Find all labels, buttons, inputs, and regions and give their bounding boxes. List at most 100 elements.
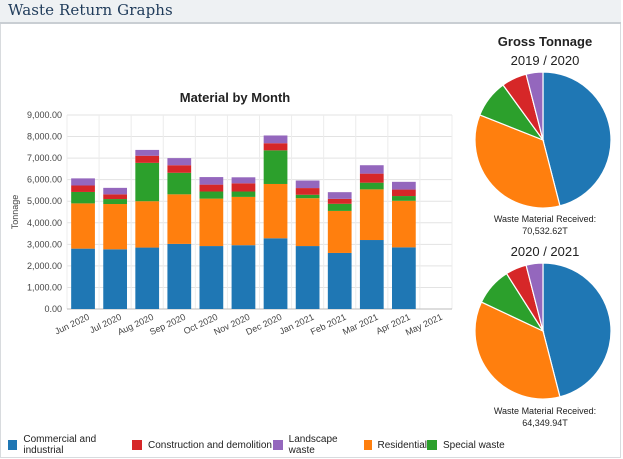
gross-tonnage-title: Gross Tonnage: [497, 34, 593, 49]
bar-segment[interactable]: [359, 189, 384, 241]
x-tick-label: Sep 2020: [148, 312, 187, 337]
pie-slice[interactable]: [474, 114, 561, 209]
pie-slice[interactable]: [474, 301, 561, 400]
legend-swatch: [364, 440, 372, 450]
bar-segment[interactable]: [231, 191, 256, 197]
y-tick-label: 7,000.00: [27, 153, 62, 163]
legend-label: Special waste: [443, 439, 505, 451]
bar-segment[interactable]: [327, 210, 352, 253]
bar-segment[interactable]: [71, 178, 95, 186]
bar-segment[interactable]: [327, 252, 352, 309]
pie-slice[interactable]: [525, 262, 544, 332]
y-axis-label: Tonnage: [10, 195, 20, 230]
bar-segment[interactable]: [103, 204, 127, 250]
legend-item-commercial[interactable]: Commercial and industrial: [8, 434, 132, 456]
bar-segment[interactable]: [103, 249, 127, 309]
y-tick-label: 3,000.00: [27, 239, 62, 249]
legend-swatch: [427, 440, 437, 450]
bar-segment[interactable]: [327, 192, 352, 199]
pie-2-title: 2020 / 2021: [510, 244, 580, 259]
bar-segment[interactable]: [295, 194, 320, 199]
bar-chart-title: Material by Month: [179, 90, 291, 105]
bar-segment[interactable]: [103, 187, 127, 195]
bar-segment[interactable]: [167, 158, 192, 166]
bar-segment[interactable]: [392, 181, 416, 190]
bar-segment[interactable]: [71, 185, 95, 192]
bar-segment[interactable]: [295, 198, 320, 247]
pie-slice[interactable]: [542, 262, 612, 398]
x-tick-label: Aug 2020: [116, 312, 155, 337]
bar-segment[interactable]: [103, 194, 127, 200]
bar-segment[interactable]: [392, 200, 416, 248]
bar-segment[interactable]: [231, 245, 256, 309]
bar-segment[interactable]: [167, 172, 192, 195]
page-title: Waste Return Graphs: [8, 1, 173, 19]
bar-segment[interactable]: [231, 196, 256, 246]
x-tick-label: Jun 2020: [53, 312, 91, 337]
pie-1-title: 2019 / 2020: [510, 53, 580, 68]
x-tick-label: Jan 2021: [278, 312, 316, 337]
bar-segment[interactable]: [295, 180, 320, 189]
pie-slice[interactable]: [525, 71, 544, 141]
bar-segment[interactable]: [167, 243, 192, 309]
pie-1-caption: Waste Material Received: 70,532.62T: [470, 213, 620, 237]
bar-segment[interactable]: [167, 194, 192, 244]
legend-item-landscape[interactable]: Landscape waste: [273, 434, 364, 456]
bar-segment[interactable]: [199, 184, 224, 192]
y-tick-label: 6,000.00: [27, 175, 62, 185]
legend-item-residential[interactable]: Residential: [364, 440, 427, 451]
bar-segment[interactable]: [263, 143, 288, 151]
bar-segment[interactable]: [263, 150, 288, 184]
legend-item-special[interactable]: Special waste: [427, 440, 505, 451]
bar-segment[interactable]: [167, 165, 192, 173]
bar-segment[interactable]: [263, 135, 288, 144]
bar-segment[interactable]: [71, 203, 95, 249]
bar-segment[interactable]: [263, 183, 288, 239]
bar-segment[interactable]: [263, 238, 288, 309]
x-tick-label: Nov 2020: [212, 312, 251, 337]
bar-segment[interactable]: [135, 162, 160, 202]
legend-label: Construction and demolition: [148, 439, 272, 451]
legend-swatch: [132, 440, 142, 450]
pie-2-caption-label: Waste Material Received:: [493, 406, 597, 416]
y-tick-label: 1,000.00: [27, 282, 62, 292]
bar-segment[interactable]: [295, 246, 320, 309]
legend-label: Residential: [377, 439, 427, 451]
bar-segment[interactable]: [327, 198, 352, 204]
bar-segment[interactable]: [135, 201, 160, 248]
page-header: Waste Return Graphs: [0, 0, 621, 24]
bar-segment[interactable]: [199, 177, 224, 185]
pie-2-caption-value: 64,349.94T: [522, 418, 568, 428]
bar-segment[interactable]: [359, 182, 384, 190]
bar-segment[interactable]: [199, 246, 224, 309]
bar-segment[interactable]: [392, 247, 416, 309]
bar-segment[interactable]: [199, 198, 224, 247]
legend-label: Commercial and industrial: [23, 434, 97, 456]
bar-segment[interactable]: [295, 188, 320, 195]
y-tick-label: 2,000.00: [27, 261, 62, 271]
legend-swatch: [273, 440, 283, 450]
bar-segment[interactable]: [327, 203, 352, 211]
bar-segment[interactable]: [135, 247, 160, 309]
legend-item-construction[interactable]: Construction and demolition: [132, 440, 273, 451]
bar-segment[interactable]: [71, 191, 95, 204]
x-tick-label: Mar 2021: [341, 312, 380, 337]
bar-segment[interactable]: [392, 189, 416, 197]
bar-segment[interactable]: [103, 199, 127, 205]
legend-label: Landscape waste: [288, 434, 338, 456]
bar-segment[interactable]: [359, 240, 384, 309]
pie-slice[interactable]: [542, 71, 612, 207]
bar-segment[interactable]: [199, 191, 224, 199]
y-tick-label: 4,000.00: [27, 218, 62, 228]
bar-segment[interactable]: [71, 248, 95, 309]
y-tick-label: 5,000.00: [27, 196, 62, 206]
bar-segment[interactable]: [231, 183, 256, 192]
bar-segment[interactable]: [135, 155, 160, 163]
legend-swatch: [8, 440, 18, 450]
bar-segment[interactable]: [392, 196, 416, 201]
pie-chart-2019-2020: [474, 71, 612, 209]
bar-segment[interactable]: [359, 173, 384, 183]
bar-segment[interactable]: [135, 149, 160, 156]
bar-segment[interactable]: [231, 177, 256, 184]
bar-segment[interactable]: [359, 165, 384, 174]
